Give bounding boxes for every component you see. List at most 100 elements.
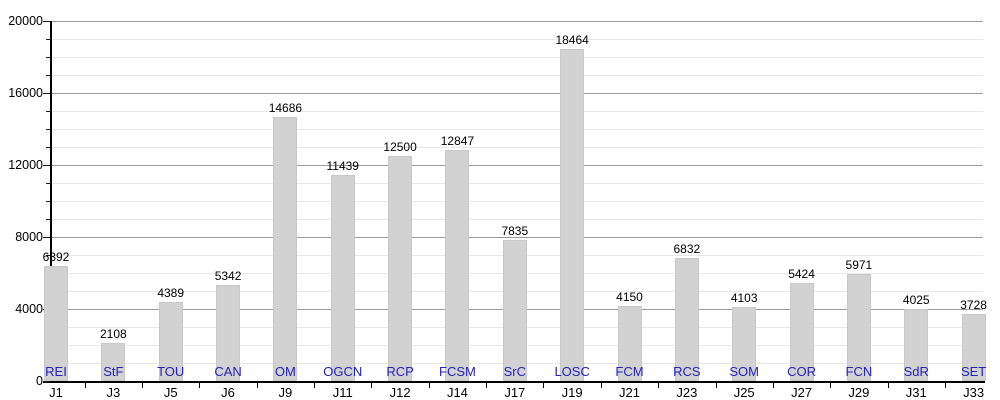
bar-value-label: 5424 <box>788 267 815 282</box>
bar-J19 <box>560 48 585 381</box>
bar-club-label: RCS <box>673 364 701 379</box>
bar-J9 <box>273 116 298 381</box>
x-axis-line <box>43 381 985 383</box>
x-axis-tick <box>199 383 201 388</box>
bar-value-label: 3728 <box>960 297 987 312</box>
x-axis-tick <box>84 383 86 388</box>
bar-J5 <box>158 301 183 381</box>
y-axis-tick-label: 20000 <box>8 14 43 28</box>
x-axis-tick <box>658 383 660 388</box>
x-axis-category-label: J12 <box>389 385 411 400</box>
x-axis-tick <box>142 383 144 388</box>
bar-value-label: 5342 <box>214 268 242 283</box>
minor-gridline-11000 <box>50 182 983 184</box>
bar-value-label: 4150 <box>616 290 643 305</box>
y-axis-minor-tick-17000 <box>46 74 50 76</box>
bar-club-label: TOU <box>157 364 185 379</box>
y-axis-tick-label: 0 <box>36 374 43 388</box>
x-axis-category-label: J23 <box>676 385 698 400</box>
y-axis-tick-label: 16000 <box>8 86 43 100</box>
minor-gridline-10000 <box>50 200 983 202</box>
bar-value-label: 2108 <box>99 327 127 342</box>
y-axis-minor-tick-14000 <box>46 128 50 130</box>
bar-club-label: LOSC <box>554 364 590 379</box>
y-axis-minor-tick-19000 <box>46 38 50 40</box>
x-axis-tick <box>486 383 488 388</box>
bar-value-label: 12847 <box>440 133 475 148</box>
y-axis-tick-label: 4000 <box>15 302 43 316</box>
bar-club-label: RCP <box>386 364 414 379</box>
minor-gridline-17000 <box>50 74 983 76</box>
x-axis-category-label: J19 <box>561 385 583 400</box>
minor-gridline-15000 <box>50 110 983 112</box>
major-gridline-12000 <box>50 164 983 166</box>
bar-club-label: SrC <box>503 364 526 379</box>
x-axis-category-label: J11 <box>332 385 353 400</box>
y-axis-minor-tick-15000 <box>46 110 50 112</box>
bar-J12 <box>388 156 413 381</box>
major-gridline-20000 <box>50 20 983 22</box>
bar-club-label: SOM <box>729 364 759 379</box>
y-axis-major-tick-0 <box>43 380 50 382</box>
x-axis-tick <box>772 383 774 388</box>
x-axis-tick <box>600 383 602 388</box>
x-axis-tick <box>887 383 889 388</box>
bar-value-label: 4025 <box>902 292 930 307</box>
y-axis-minor-tick-9000 <box>46 218 50 220</box>
bar-J6 <box>216 284 241 381</box>
x-axis-tick <box>371 383 373 388</box>
y-axis-major-tick-12000 <box>43 164 50 166</box>
x-axis-tick <box>830 383 832 388</box>
x-axis-tick <box>944 383 946 388</box>
bar-J14 <box>445 149 470 381</box>
x-axis-category-label: J14 <box>446 385 468 400</box>
y-axis-minor-tick-18000 <box>46 56 50 58</box>
bar-J25 <box>732 307 757 381</box>
bar-club-label: FCSM <box>439 364 476 379</box>
y-axis-major-tick-20000 <box>43 20 50 22</box>
bar-club-label: FCM <box>615 364 644 379</box>
x-axis-tick <box>715 383 717 388</box>
bar-value-label: 18464 <box>555 32 589 47</box>
x-axis-category-label: J3 <box>106 385 121 400</box>
bar-value-label: 4389 <box>157 285 185 300</box>
x-axis-category-label: J9 <box>278 385 293 400</box>
x-axis-category-label: J33 <box>963 385 985 400</box>
y-axis-major-tick-8000 <box>43 236 50 238</box>
x-axis-category-label: J17 <box>504 385 526 400</box>
bar-J11 <box>330 175 355 381</box>
bar-J23 <box>674 258 699 381</box>
bar-J31 <box>904 308 929 381</box>
minor-gridline-13000 <box>50 146 983 148</box>
bar-value-label: 12500 <box>383 140 417 154</box>
bar-value-label: 5971 <box>845 257 873 272</box>
bar-value-label: 11439 <box>326 159 359 174</box>
bar-J21 <box>617 306 642 381</box>
bar-value-label: 6832 <box>673 242 701 257</box>
y-axis-minor-tick-7000 <box>46 254 50 256</box>
y-axis-minor-tick-13000 <box>46 146 50 148</box>
bar-club-label: OGCN <box>323 364 363 379</box>
bar-J3 <box>101 343 126 381</box>
bar-J1 <box>44 265 68 381</box>
y-axis-minor-tick-10000 <box>46 200 50 202</box>
bar-value-label: 4103 <box>730 291 758 306</box>
bar-value-label: 14686 <box>268 100 303 115</box>
bar-club-label: OM <box>274 364 296 379</box>
bar-value-label: 6392 <box>42 249 70 264</box>
x-axis-category-label: J31 <box>905 385 927 400</box>
y-axis-line <box>50 21 52 382</box>
major-gridline-16000 <box>50 92 983 94</box>
bar-value-label: 7835 <box>501 223 529 238</box>
x-axis-tick <box>543 383 545 388</box>
y-axis-minor-tick-11000 <box>46 182 50 184</box>
minor-gridline-9000 <box>50 218 983 220</box>
x-axis-category-label: J6 <box>221 385 235 400</box>
minor-gridline-18000 <box>50 56 983 58</box>
x-axis-category-label: J5 <box>163 385 178 400</box>
major-gridline-8000 <box>50 236 983 238</box>
bar-J33 <box>961 313 986 381</box>
bar-club-label: REI <box>45 364 67 379</box>
minor-gridline-14000 <box>50 128 983 130</box>
